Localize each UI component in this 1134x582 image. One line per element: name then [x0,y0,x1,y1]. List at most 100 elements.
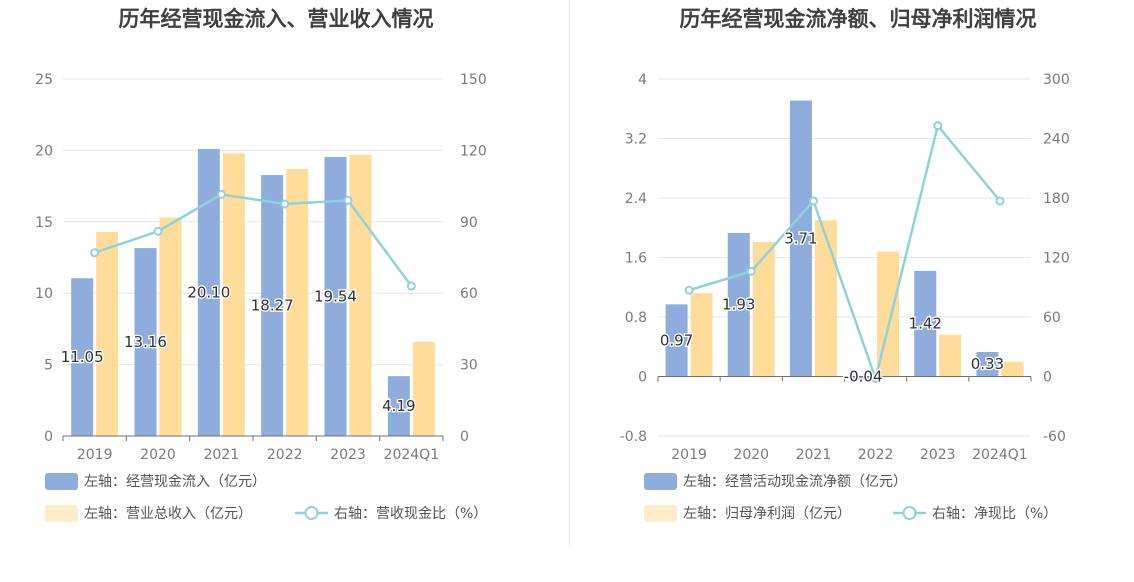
x-axis-tick-label: 2019 [77,447,113,463]
left-axis-tick-label: 1.6 [625,251,647,267]
ratio-point [808,196,818,206]
chart-title: 历年经营现金流入、营业收入情况 [119,7,434,31]
ratio-point [406,281,416,291]
right-axis-tick-label: 60 [460,286,478,302]
right-axis-tick-label: 90 [460,215,478,231]
bar-secondary [412,341,435,436]
legend-label: 右轴：营收现金比（%） [334,506,487,522]
bar-secondary [814,220,837,377]
ratio-point [995,196,1005,206]
bar-secondary [286,168,309,437]
legend-label: 右轴：净现比（%） [932,506,1057,522]
bar-primary [71,278,94,436]
data-label: 1.42 [909,315,942,333]
data-label: 1.93 [722,296,755,314]
left-axis-tick-label: -0.8 [620,429,647,445]
legend-label: 左轴：归母净利润（亿元） [683,505,851,522]
ratio-point [90,248,100,258]
x-axis-tick-label: 2021 [204,447,240,463]
x-axis-tick-label: 2023 [330,447,366,463]
bar-secondary [752,241,775,377]
legend-label: 左轴：经营现金流入（亿元） [84,474,266,490]
ratio-point [746,266,756,276]
x-axis-tick-label: 2022 [267,447,303,463]
right-axis-tick-label: 30 [460,358,478,374]
left-axis-tick-label: 25 [35,72,53,88]
left-axis-tick-label: 20 [35,143,53,159]
x-axis-tick-label: 2023 [920,447,956,463]
legend-swatch [644,505,677,522]
bar-secondary [939,334,962,377]
bar-primary [852,376,875,380]
data-label: 20.10 [187,283,230,301]
data-label: 11.05 [61,348,104,366]
right-axis-tick-label: 120 [1043,251,1070,267]
bar-primary [914,270,937,377]
left-axis-tick-label: 10 [35,286,53,302]
right-axis-tick-label: 150 [460,72,487,88]
bar-secondary [96,231,119,436]
left-axis-tick-label: 3.2 [625,132,647,148]
right-axis-tick-label: 0 [460,429,469,445]
data-label: 0.97 [660,331,693,349]
bar-primary [387,376,410,436]
left-axis-tick-label: 0 [638,370,647,386]
ratio-point [343,195,353,205]
data-label: 13.16 [124,333,167,351]
data-label: 19.54 [314,287,357,305]
right-axis-tick-label: -60 [1043,429,1066,445]
left-axis-tick-label: 0 [44,429,53,445]
right-axis-tick-label: 120 [460,143,487,159]
right-axis-tick-label: 60 [1043,310,1061,326]
ratio-point [933,121,943,131]
x-axis-tick-label: 2020 [140,447,176,463]
bar-secondary [159,217,182,436]
ratio-point [216,189,226,199]
bar-primary [789,100,812,377]
x-axis-tick-label: 2022 [858,447,894,463]
bar-primary [324,156,347,436]
ratio-point [153,226,163,236]
right-axis-tick-label: 0 [1043,370,1052,386]
data-label: 18.27 [251,297,294,315]
data-label: 0.33 [971,355,1004,373]
right-axis-tick-label: 180 [1043,191,1070,207]
legend-swatch [45,473,78,490]
chart-title: 历年经营现金流净额、归母净利润情况 [680,7,1037,31]
bar-secondary [690,293,713,377]
x-axis-tick-label: 2021 [796,447,832,463]
left-axis-tick-label: 2.4 [625,191,647,207]
data-label: -0.04 [844,368,883,386]
ratio-point [684,285,694,295]
right-axis-tick-label: 240 [1043,132,1070,148]
bar-primary [665,304,688,377]
left-axis-tick-label: 0.8 [625,310,647,326]
bar-primary [261,175,284,436]
ratio-point [871,373,881,383]
ratio-line [94,193,413,287]
ratio-line [688,122,1001,383]
legend-marker [902,506,917,520]
ratio-point [280,199,290,209]
left-axis-tick-label: 4 [638,72,647,88]
legend-swatch [45,505,78,522]
bar-primary [976,351,999,377]
bar-primary [134,248,157,436]
legend-label: 左轴：经营活动现金流净额（亿元） [683,474,907,490]
legend-label: 左轴：营业总收入（亿元） [84,506,252,522]
x-axis-tick-label: 2024Q1 [972,447,1028,463]
legend-marker [304,506,319,520]
bar-secondary [222,153,245,437]
bar-primary [727,232,750,377]
x-axis-tick-label: 2020 [733,447,769,463]
left-axis-tick-label: 15 [35,215,53,231]
bar-secondary [1001,361,1024,377]
data-label: 3.71 [784,230,817,248]
left-axis-tick-label: 5 [44,358,53,374]
bar-primary [197,148,220,437]
panel-divider [569,0,570,545]
x-axis-tick-label: 2024Q1 [384,447,440,463]
legend-swatch [644,473,677,490]
right-axis-tick-label: 300 [1043,72,1070,88]
